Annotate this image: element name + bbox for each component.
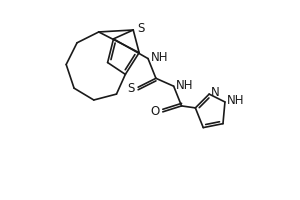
Text: S: S xyxy=(137,22,144,36)
Text: S: S xyxy=(127,82,135,95)
Text: NH: NH xyxy=(150,51,168,64)
Text: N: N xyxy=(211,86,220,99)
Text: NH: NH xyxy=(176,79,194,92)
Text: O: O xyxy=(150,105,159,118)
Text: NH: NH xyxy=(227,94,245,107)
